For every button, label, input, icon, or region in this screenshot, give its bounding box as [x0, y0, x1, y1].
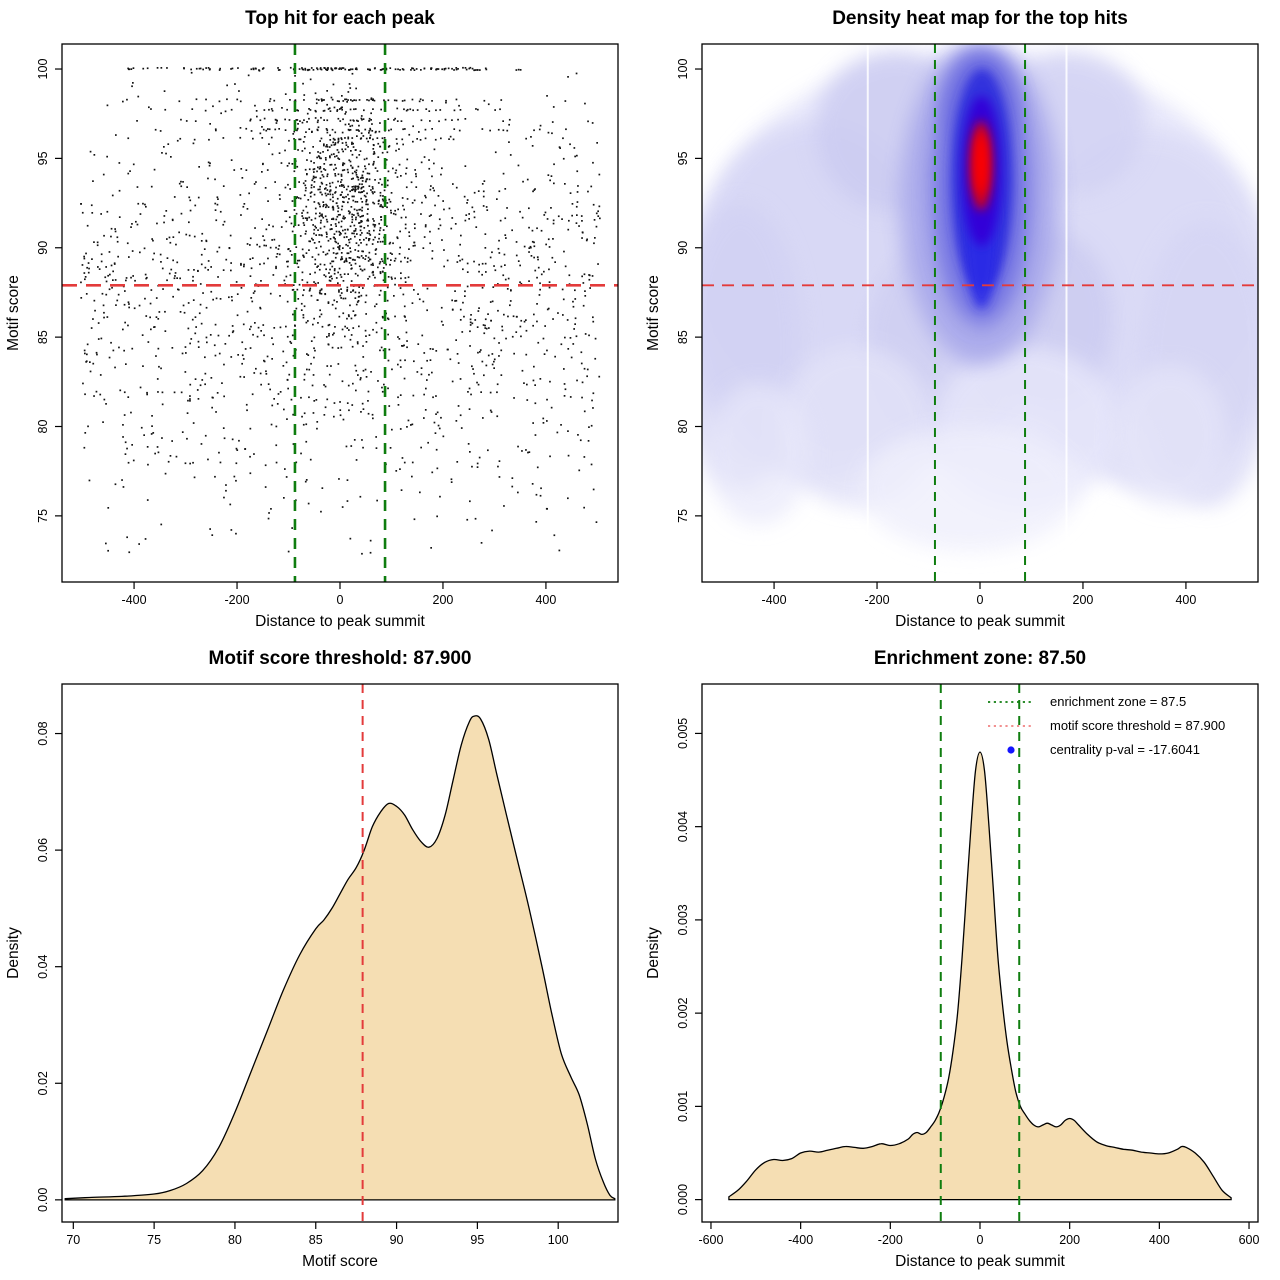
- svg-text:0.003: 0.003: [676, 904, 690, 935]
- svg-text:0.001: 0.001: [676, 1091, 690, 1122]
- svg-text:85: 85: [309, 1233, 323, 1247]
- panel-top-hit-scatter: Top hit for each peak -400 -200 0 200 400 75 8…: [0, 0, 640, 640]
- heatmap-title: Density heat map for the top hits: [832, 8, 1128, 29]
- svg-text:95: 95: [676, 151, 690, 165]
- svg-text:200: 200: [1073, 593, 1094, 607]
- svg-text:motif score threshold = 87.900: motif score threshold = 87.900: [1050, 718, 1225, 733]
- svg-text:100: 100: [676, 59, 690, 80]
- motif-density-plot: 70 75 80 85 90 95 100 0.00 0.02 0.04 0.06 0.08 Motif…: [5, 683, 619, 1270]
- svg-text:0: 0: [977, 593, 984, 607]
- svg-text:100: 100: [36, 59, 50, 80]
- svg-text:0.04: 0.04: [36, 954, 50, 978]
- svg-text:90: 90: [676, 241, 690, 255]
- enrichment-title: Enrichment zone: 87.50: [873, 648, 1087, 669]
- svg-text:0.004: 0.004: [676, 811, 690, 842]
- svg-text:-400: -400: [122, 593, 147, 607]
- heatmap-plot: -400 -200 0 200 400 75 80 85 90 95 100 Distance to …: [645, 43, 1259, 630]
- panel-motif-score-density: Motif score threshold: 87.900 70 75 80 85 90…: [0, 640, 640, 1280]
- svg-text:90: 90: [390, 1233, 404, 1247]
- svg-text:90: 90: [36, 241, 50, 255]
- svg-text:80: 80: [36, 419, 50, 433]
- svg-text:Distance to peak summit: Distance to peak summit: [255, 613, 425, 630]
- svg-text:Density: Density: [645, 927, 662, 979]
- svg-text:70: 70: [66, 1233, 80, 1247]
- svg-text:0.08: 0.08: [36, 721, 50, 745]
- svg-text:600: 600: [1239, 1233, 1260, 1247]
- svg-text:Motif score: Motif score: [5, 275, 22, 351]
- svg-text:100: 100: [548, 1233, 569, 1247]
- svg-text:-200: -200: [878, 1233, 903, 1247]
- svg-text:0.02: 0.02: [36, 1071, 50, 1095]
- svg-text:centrality p-val = -17.6041: centrality p-val = -17.6041: [1050, 742, 1200, 757]
- svg-text:0.06: 0.06: [36, 838, 50, 862]
- svg-text:Distance to peak summit: Distance to peak summit: [895, 1253, 1065, 1270]
- svg-text:200: 200: [1059, 1233, 1080, 1247]
- svg-text:95: 95: [470, 1233, 484, 1247]
- svg-text:Motif score: Motif score: [645, 275, 662, 351]
- svg-text:75: 75: [676, 509, 690, 523]
- panel-density-heatmap: Density heat map for the top hits -400 -2…: [640, 0, 1280, 640]
- svg-text:0: 0: [977, 1233, 984, 1247]
- svg-text:-600: -600: [698, 1233, 723, 1247]
- svg-text:75: 75: [147, 1233, 161, 1247]
- scatter-title: Top hit for each peak: [245, 8, 435, 29]
- svg-text:enrichment zone = 87.5: enrichment zone = 87.5: [1050, 694, 1186, 709]
- svg-text:-400: -400: [762, 593, 787, 607]
- svg-text:Density: Density: [5, 927, 22, 979]
- svg-text:-400: -400: [788, 1233, 813, 1247]
- svg-text:200: 200: [433, 593, 454, 607]
- svg-text:95: 95: [36, 151, 50, 165]
- svg-text:0.00: 0.00: [36, 1188, 50, 1212]
- svg-text:400: 400: [1175, 593, 1196, 607]
- svg-text:400: 400: [1149, 1233, 1170, 1247]
- svg-text:85: 85: [676, 330, 690, 344]
- svg-text:80: 80: [228, 1233, 242, 1247]
- svg-text:400: 400: [535, 593, 556, 607]
- svg-text:Distance to peak summit: Distance to peak summit: [895, 613, 1065, 630]
- svg-text:85: 85: [36, 330, 50, 344]
- svg-text:Motif score: Motif score: [302, 1253, 378, 1270]
- svg-text:0.000: 0.000: [676, 1184, 690, 1215]
- scatter-plot: -400 -200 0 200 400 75 80 85 90 95 100 Distance to …: [5, 43, 619, 630]
- enrichment-density-plot: -600 -400 -200 0 200 400 600 0.000 0.001 0.002 0.0…: [645, 683, 1260, 1270]
- svg-text:75: 75: [36, 509, 50, 523]
- svg-text:0: 0: [337, 593, 344, 607]
- svg-text:80: 80: [676, 419, 690, 433]
- svg-text:-200: -200: [865, 593, 890, 607]
- svg-text:-200: -200: [225, 593, 250, 607]
- svg-text:0.005: 0.005: [676, 718, 690, 749]
- svg-text:0.002: 0.002: [676, 997, 690, 1028]
- panel-enrichment-zone-density: Enrichment zone: 87.50 -600 -400 -200 0 200 4…: [640, 640, 1280, 1280]
- motif-density-title: Motif score threshold: 87.900: [208, 648, 472, 669]
